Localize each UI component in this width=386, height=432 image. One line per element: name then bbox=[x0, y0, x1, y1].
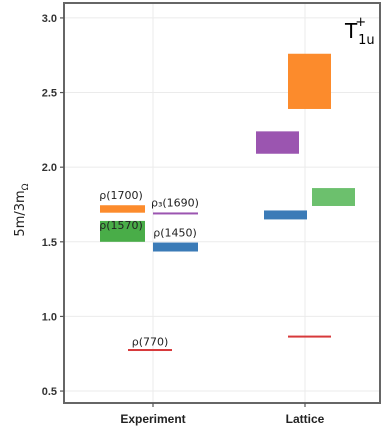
y-tick-label: 1.0 bbox=[42, 311, 57, 323]
level-label: ρ(1570) bbox=[99, 219, 143, 232]
lattice-level-bar bbox=[264, 210, 307, 220]
y-axis-label: 5m/3mΩ bbox=[13, 183, 31, 236]
y-tick-label: 1.5 bbox=[42, 237, 57, 249]
y-tick-label: 3.0 bbox=[42, 13, 57, 25]
y-tick-label: 0.5 bbox=[42, 386, 57, 398]
lattice-level-bar bbox=[288, 335, 331, 338]
level-label: ρ(770) bbox=[132, 335, 169, 348]
experiment-level-bar bbox=[153, 242, 198, 252]
experiment-level-bar bbox=[153, 212, 198, 215]
lattice-level-bar bbox=[288, 53, 331, 109]
x-tick-label: Experiment bbox=[120, 412, 185, 426]
annotations: ρ(770) ρ(1450) ρ(1570) ρ₃(1690) ρ(1700) bbox=[99, 189, 199, 348]
y-tick-label: 2.5 bbox=[42, 88, 57, 100]
level-label: ρ₃(1690) bbox=[151, 197, 199, 210]
level-bars bbox=[100, 53, 355, 352]
experiment-level-bar bbox=[100, 205, 145, 213]
experiment-level-bar bbox=[128, 349, 172, 352]
experiment-level-bar bbox=[100, 220, 145, 242]
level-label: ρ(1450) bbox=[153, 227, 197, 240]
lattice-level-bar bbox=[312, 188, 355, 206]
plot-frame bbox=[63, 2, 381, 404]
y-tick-label: 2.0 bbox=[42, 162, 57, 174]
x-tick-label: Lattice bbox=[286, 412, 325, 426]
x-axis: Experiment Lattice bbox=[120, 403, 325, 426]
corner-label: T+ 1u bbox=[344, 15, 375, 48]
y-axis: 0.5 1.0 1.5 2.0 2.5 3.0 bbox=[42, 13, 64, 398]
lattice-level-bar bbox=[256, 131, 299, 154]
level-label: ρ(1700) bbox=[99, 189, 143, 202]
